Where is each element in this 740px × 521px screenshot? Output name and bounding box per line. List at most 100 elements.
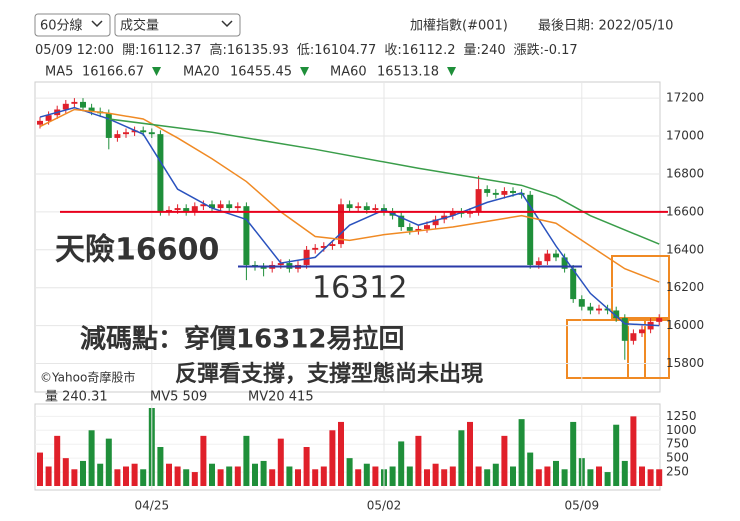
volume-bar xyxy=(157,447,164,486)
quote-field: 低:16104.77 xyxy=(297,43,376,58)
volume-bar xyxy=(252,463,258,486)
index-name: 加權指數(#001) xyxy=(410,19,508,34)
candle-body xyxy=(88,107,95,112)
volume-bar xyxy=(243,435,250,486)
last-date: 最後日期: 2022/05/10 xyxy=(538,19,673,34)
volume-bar xyxy=(630,416,637,486)
candle-body xyxy=(346,204,353,209)
volume-bar xyxy=(174,466,181,486)
volume-bar xyxy=(338,421,344,486)
volume-bar xyxy=(62,458,69,486)
volume-bar xyxy=(105,438,112,486)
y-tick-label: 17000 xyxy=(666,129,704,143)
candle-body xyxy=(320,246,327,248)
y-tick-label: 500 xyxy=(666,451,689,465)
volume-legend: MV5 509 xyxy=(150,390,207,405)
quote-field: 開:16112.37 xyxy=(122,43,201,58)
candle-body xyxy=(62,103,69,110)
legend-arrow xyxy=(152,67,162,76)
candle-body xyxy=(535,261,542,265)
legend-arrow xyxy=(300,67,310,76)
annotation: 反彈看支撐，支撐型態尚未出現 xyxy=(175,361,483,387)
candle-body xyxy=(432,219,439,226)
candle-body xyxy=(613,310,620,319)
volume-bar xyxy=(209,463,215,486)
volume-bar xyxy=(183,469,190,486)
x-tick-label: 05/02 xyxy=(367,499,402,513)
volume-bar xyxy=(54,435,61,486)
volume-legend: MV20 415 xyxy=(248,390,314,405)
volume-bar xyxy=(355,469,362,486)
volume-bar xyxy=(45,466,52,486)
candle-body xyxy=(80,101,86,108)
candle-body xyxy=(303,249,310,265)
candle-body xyxy=(105,113,112,138)
candle-body xyxy=(123,132,129,135)
legend-name: MA60 xyxy=(330,65,367,80)
volume-bar xyxy=(613,424,620,486)
candle-body xyxy=(553,253,559,258)
highlight-box xyxy=(627,319,646,379)
volume-frame xyxy=(34,403,661,491)
y-tick-label: 1000 xyxy=(666,423,697,437)
volume-bar xyxy=(570,421,577,486)
candle-body xyxy=(475,189,482,212)
candle-body xyxy=(140,130,147,133)
candle-body xyxy=(45,115,52,121)
candle-body xyxy=(209,204,215,209)
select-arrow xyxy=(91,20,103,28)
y-tick-label: 16600 xyxy=(666,204,704,218)
volume-bar xyxy=(561,469,568,486)
volume-bar xyxy=(131,463,138,486)
candle-body xyxy=(578,299,585,307)
candle-body xyxy=(191,206,198,212)
volume-bar xyxy=(226,466,233,486)
volume-bar xyxy=(37,452,43,486)
volume-bar xyxy=(191,472,198,486)
legend-name: MA20 xyxy=(183,65,220,80)
price-frame xyxy=(34,81,661,393)
volume-bar xyxy=(510,466,516,486)
select-label: 60分線 xyxy=(40,18,83,34)
y-tick-label: 16400 xyxy=(666,242,704,256)
volume-bar xyxy=(166,463,172,486)
indicator-select[interactable] xyxy=(114,13,241,37)
volume-bar xyxy=(88,430,95,486)
candle-body xyxy=(561,257,568,269)
candle-body xyxy=(355,206,362,209)
volume-bar xyxy=(458,430,465,486)
volume-bar xyxy=(553,460,559,486)
legend-arrow xyxy=(447,67,457,76)
volume-bar xyxy=(260,460,267,486)
volume-bar xyxy=(484,469,491,486)
candle-body xyxy=(398,215,405,228)
quote-info: 05/09 12:00 開:16112.37 高:16135.93 低:16104.7… xyxy=(35,42,578,58)
candle-body xyxy=(492,192,499,195)
y-tick-label: 15800 xyxy=(666,356,704,370)
candle-body xyxy=(260,266,267,269)
quote-field: 05/09 12:00 xyxy=(35,43,114,58)
interval-select[interactable] xyxy=(34,13,111,37)
volume-bar xyxy=(656,469,663,486)
volume-bar xyxy=(303,447,310,486)
volume-bar xyxy=(312,469,319,486)
candle-body xyxy=(363,206,370,210)
volume-bar xyxy=(329,430,336,486)
y-tick-label: 16000 xyxy=(666,318,704,332)
volume-bar xyxy=(97,463,104,486)
candle-body xyxy=(630,333,637,341)
candle-body xyxy=(243,206,250,265)
volume-bar xyxy=(492,463,499,486)
x-tick-label: 04/25 xyxy=(135,499,170,513)
candle-body xyxy=(587,306,594,311)
volume-bar xyxy=(518,419,525,486)
volume-bar xyxy=(501,435,508,486)
candle-body xyxy=(277,263,284,265)
volume-bar xyxy=(441,469,448,486)
volume-bar xyxy=(621,460,628,486)
candle-body xyxy=(312,247,319,250)
volume-bar xyxy=(398,441,405,486)
volume-bar xyxy=(286,466,293,486)
y-tick-label: 250 xyxy=(666,465,689,479)
ma-line xyxy=(39,106,660,327)
